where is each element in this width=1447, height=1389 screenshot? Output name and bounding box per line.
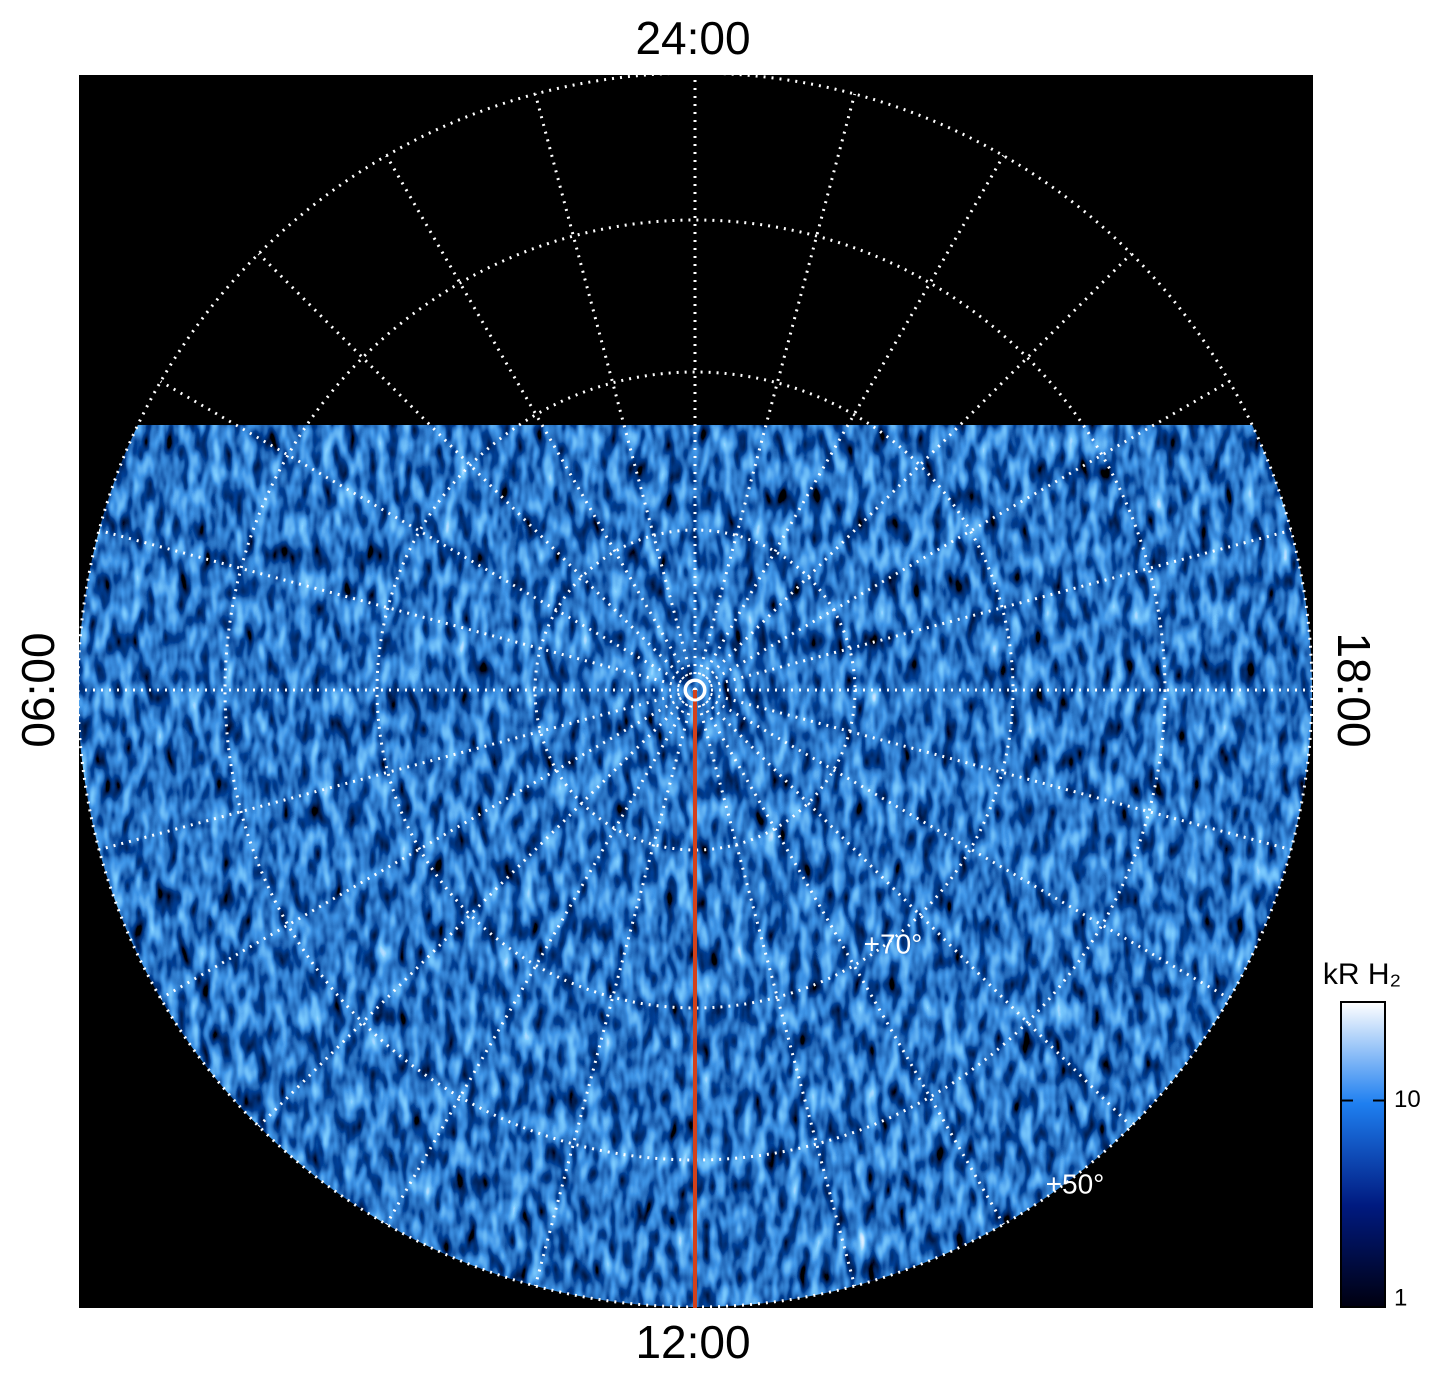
lat-circle [223, 218, 1167, 1162]
colorbar [1340, 1001, 1386, 1308]
lt-label: 18:00 [1328, 632, 1380, 747]
lat-label: +50° [1046, 1168, 1105, 1199]
colorbar-tick-label: 1 [1394, 1284, 1407, 1311]
lat-label: +70° [864, 928, 923, 959]
lat-circle [375, 370, 1015, 1010]
colorbar-title: kR H₂ [1323, 958, 1401, 991]
pole-marker [683, 678, 707, 702]
lt-label: 12:00 [635, 1316, 750, 1368]
colorbar-tick-label: 10 [1394, 1086, 1421, 1113]
lt-label: 24:00 [635, 12, 750, 64]
lt-label: 06:00 [12, 632, 64, 747]
